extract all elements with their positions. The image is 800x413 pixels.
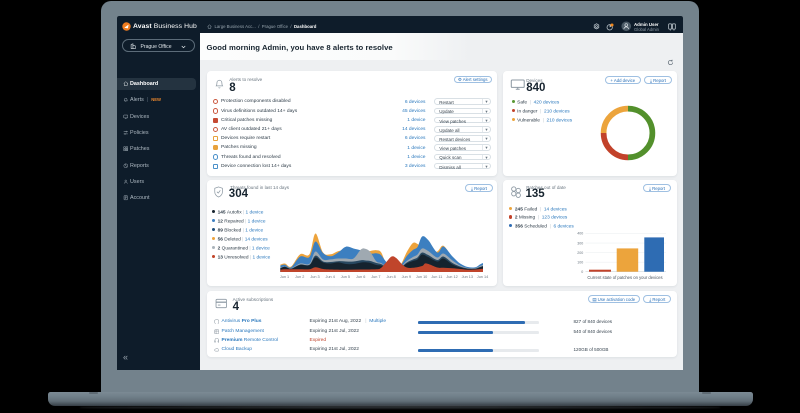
svg-text:300: 300 (577, 241, 583, 245)
svg-text:400: 400 (577, 231, 583, 235)
svg-text:100: 100 (577, 260, 583, 264)
svg-text:0: 0 (581, 269, 583, 273)
svg-text:200: 200 (577, 250, 583, 254)
